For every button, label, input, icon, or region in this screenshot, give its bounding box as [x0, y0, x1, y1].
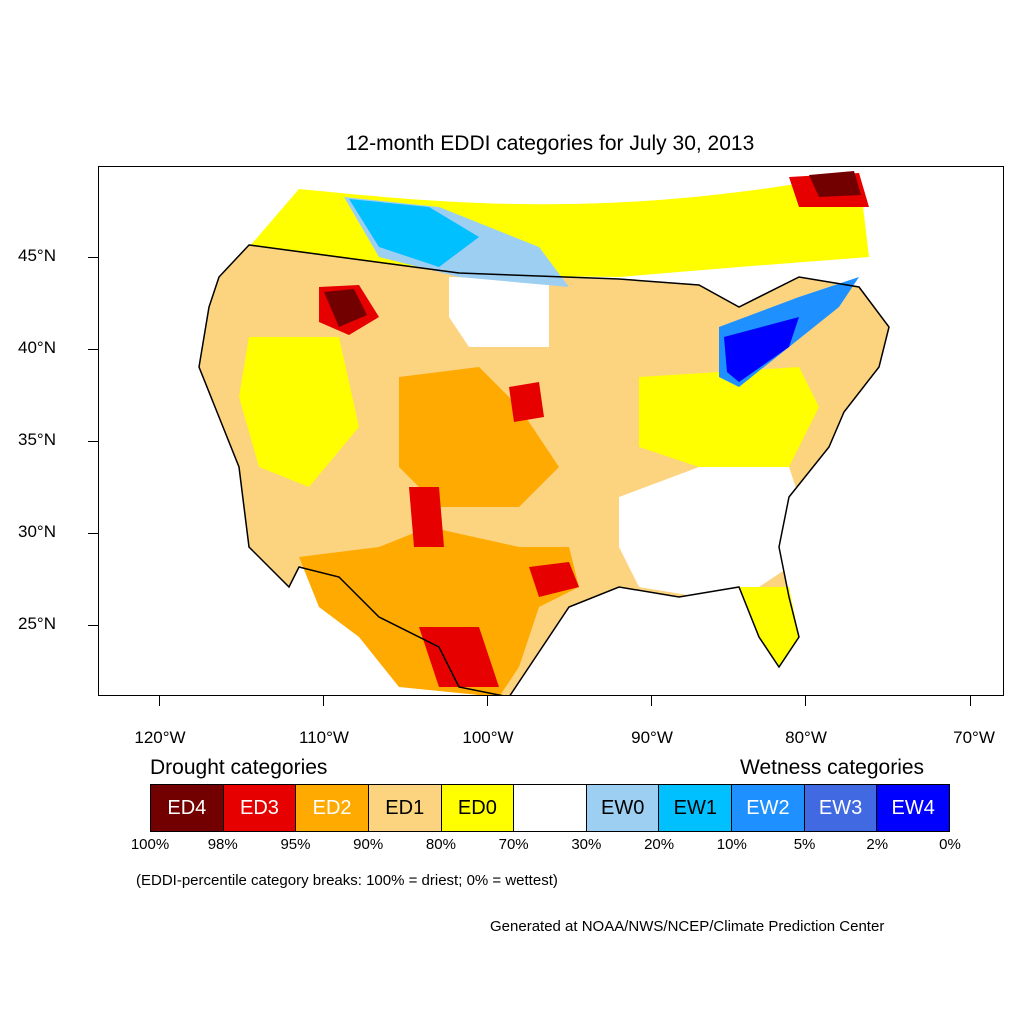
break-label: 0%: [939, 836, 961, 853]
legend-note: (EDDI-percentile category breaks: 100% =…: [136, 872, 558, 889]
legend-swatch: EW3: [804, 785, 878, 831]
category-legend: ED4 ED3 ED2 ED1 ED0 EW0 EW1 EW2 EW3 EW4: [150, 784, 950, 832]
map-title: 12-month EDDI categories for July 30, 20…: [345, 132, 755, 155]
lat-tick: [88, 441, 98, 443]
break-label: 2%: [866, 836, 889, 853]
break-label: 100%: [130, 836, 170, 853]
drought-heading: Drought categories: [150, 756, 328, 779]
legend-swatch: EW4: [877, 785, 950, 831]
break-label: 20%: [644, 836, 675, 853]
lon-tick: [159, 696, 161, 706]
legend-swatch: ED0: [441, 785, 515, 831]
break-label: 80%: [425, 836, 456, 853]
lon-tick: [651, 696, 653, 706]
legend-swatch: EW0: [586, 785, 660, 831]
eddi-map: [198, 171, 890, 695]
texas-ed3: [529, 562, 579, 597]
lat-tick: [88, 257, 98, 259]
kansas-ed3: [509, 382, 544, 422]
conus-outline: [198, 244, 890, 695]
great-basin-yellow: [239, 337, 359, 487]
lon-tick: [487, 696, 489, 706]
ontario-ew4: [724, 317, 799, 382]
legend-swatch: EW2: [732, 785, 805, 831]
central-plains-ed2: [399, 367, 559, 507]
legend-swatch: EW1: [659, 785, 733, 831]
new-mexico-ed3: [409, 487, 444, 547]
legend-swatch: ED3: [223, 785, 297, 831]
lon-tick: [805, 696, 807, 706]
canada-wet-ew1: [349, 199, 479, 267]
lon-tick: [970, 696, 972, 706]
legend-swatch: [514, 785, 587, 831]
break-label: 98%: [207, 836, 238, 853]
lon-label: 100°W: [462, 728, 514, 747]
florida-region: [739, 587, 799, 667]
lat-tick: [88, 533, 98, 535]
break-label: 10%: [716, 836, 747, 853]
lat-tick: [88, 349, 98, 351]
southwest-ed2: [299, 527, 579, 695]
montana-ed4: [324, 289, 367, 327]
wetness-heading: Wetness categories: [740, 756, 925, 779]
south-texas-ed3: [419, 627, 499, 687]
lon-label: 70°W: [953, 728, 995, 747]
lat-label: 40°N: [18, 338, 56, 357]
northern-plains-normal: [449, 277, 549, 347]
lon-label: 120°W: [134, 728, 186, 747]
lat-tick: [88, 625, 98, 627]
legend-swatch: ED4: [151, 785, 224, 831]
canada-border: [248, 244, 460, 274]
lon-tick: [323, 696, 325, 706]
break-label: 70%: [498, 836, 529, 853]
lat-label: 30°N: [18, 522, 56, 541]
legend-swatch: ED2: [296, 785, 369, 831]
lat-label: 45°N: [18, 246, 56, 265]
break-label: 95%: [280, 836, 311, 853]
quebec-ed4: [809, 171, 861, 197]
legend-swatch: ED1: [368, 785, 442, 831]
lat-label: 35°N: [18, 430, 56, 449]
break-label: 30%: [571, 836, 602, 853]
southeast-normal: [619, 467, 799, 597]
lon-label: 80°W: [785, 728, 827, 747]
lon-label: 110°W: [299, 728, 349, 747]
lon-label: 90°W: [631, 728, 673, 747]
break-label: 90%: [353, 836, 384, 853]
credit-text: Generated at NOAA/NWS/NCEP/Climate Predi…: [490, 918, 885, 935]
midwest-yellow: [639, 367, 819, 467]
map-frame: [98, 166, 1004, 696]
lat-label: 25°N: [18, 614, 56, 633]
break-label: 5%: [793, 836, 816, 853]
